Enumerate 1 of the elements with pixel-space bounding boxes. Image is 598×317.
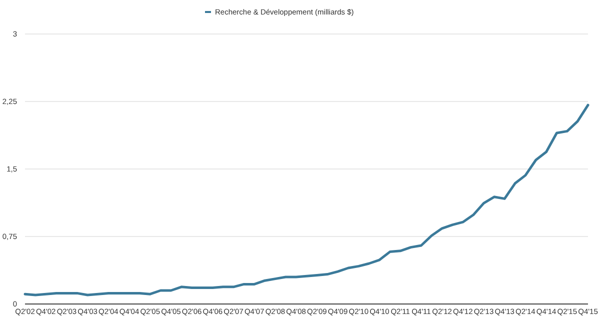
line-series xyxy=(24,104,590,296)
